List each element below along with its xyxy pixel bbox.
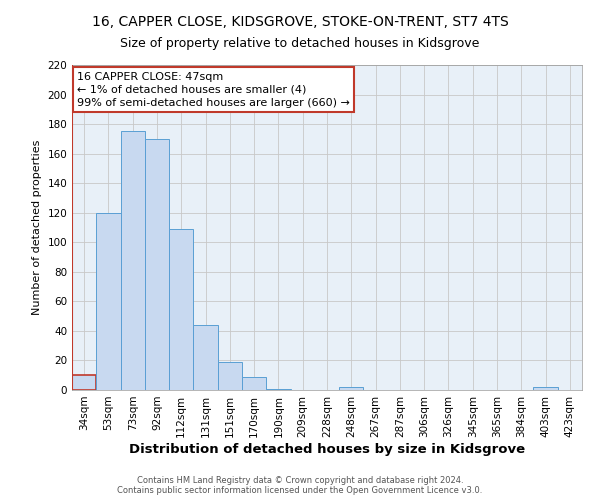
X-axis label: Distribution of detached houses by size in Kidsgrove: Distribution of detached houses by size … xyxy=(129,442,525,456)
Text: 16, CAPPER CLOSE, KIDSGROVE, STOKE-ON-TRENT, ST7 4TS: 16, CAPPER CLOSE, KIDSGROVE, STOKE-ON-TR… xyxy=(92,15,508,29)
Bar xyxy=(96,212,121,390)
Bar xyxy=(242,376,266,390)
Bar xyxy=(193,325,218,390)
Bar xyxy=(266,388,290,390)
Bar xyxy=(339,387,364,390)
Bar xyxy=(218,362,242,390)
Bar xyxy=(121,132,145,390)
Text: Contains HM Land Registry data © Crown copyright and database right 2024.
Contai: Contains HM Land Registry data © Crown c… xyxy=(118,476,482,495)
Text: Size of property relative to detached houses in Kidsgrove: Size of property relative to detached ho… xyxy=(121,38,479,51)
Y-axis label: Number of detached properties: Number of detached properties xyxy=(32,140,42,315)
Bar xyxy=(72,375,96,390)
Bar xyxy=(145,139,169,390)
Bar xyxy=(169,229,193,390)
Text: 16 CAPPER CLOSE: 47sqm
← 1% of detached houses are smaller (4)
99% of semi-detac: 16 CAPPER CLOSE: 47sqm ← 1% of detached … xyxy=(77,72,350,108)
Bar xyxy=(533,387,558,390)
